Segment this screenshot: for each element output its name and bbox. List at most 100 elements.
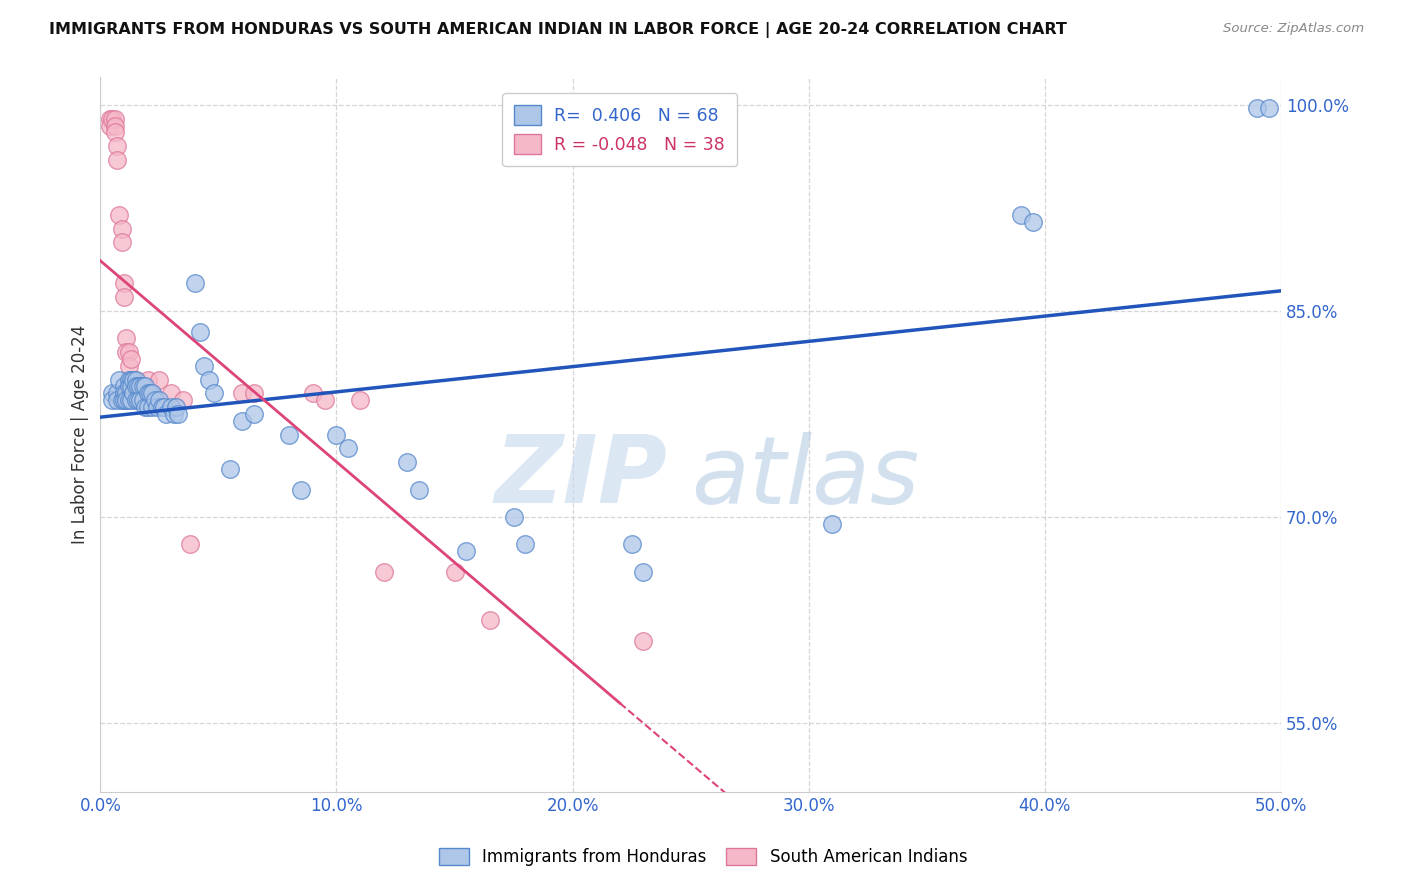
Point [139, 386, 162, 401]
Point [143, 393, 166, 408]
Point [456, 544, 478, 558]
Point [127, 393, 149, 408]
Point [314, 393, 336, 408]
Point [160, 386, 183, 401]
Point [101, 386, 124, 401]
Point [188, 325, 211, 339]
Point [118, 379, 141, 393]
Point [202, 386, 225, 401]
Point [110, 393, 132, 408]
Point [134, 379, 156, 393]
Point [125, 379, 148, 393]
Point [103, 119, 125, 133]
Point [179, 537, 201, 551]
Point [122, 386, 145, 401]
Legend: Immigrants from Honduras, South American Indians: Immigrants from Honduras, South American… [430, 840, 976, 875]
Point [148, 393, 170, 408]
Point [141, 386, 163, 401]
Point [112, 386, 135, 401]
Point [125, 373, 148, 387]
Point [98, 112, 121, 126]
Point [127, 379, 149, 393]
Point [129, 393, 152, 408]
Point [231, 386, 253, 401]
Point [278, 427, 301, 442]
Point [105, 386, 128, 401]
Point [821, 516, 844, 531]
Point [120, 373, 142, 387]
Point [633, 633, 655, 648]
Text: IMMIGRANTS FROM HONDURAS VS SOUTH AMERICAN INDIAN IN LABOR FORCE | AGE 20-24 COR: IMMIGRANTS FROM HONDURAS VS SOUTH AMERIC… [49, 22, 1067, 38]
Point [198, 373, 221, 387]
Point [302, 386, 325, 401]
Point [162, 407, 184, 421]
Point [101, 112, 124, 126]
Point [132, 379, 155, 393]
Point [118, 359, 141, 373]
Point [443, 565, 465, 579]
Text: Source: ZipAtlas.com: Source: ZipAtlas.com [1223, 22, 1364, 36]
Point [502, 510, 524, 524]
Point [105, 393, 128, 408]
Point [105, 153, 128, 167]
Point [125, 373, 148, 387]
Point [243, 407, 266, 421]
Point [219, 462, 242, 476]
Point [408, 483, 430, 497]
Point [325, 427, 347, 442]
Point [155, 407, 177, 421]
Point [337, 442, 360, 456]
Point [1258, 101, 1281, 115]
Point [165, 400, 187, 414]
Y-axis label: In Labor Force | Age 20-24: In Labor Force | Age 20-24 [72, 325, 89, 544]
Point [115, 345, 138, 359]
Point [125, 393, 148, 408]
Point [120, 379, 142, 393]
Point [373, 565, 395, 579]
Point [115, 393, 138, 408]
Point [290, 483, 312, 497]
Point [136, 373, 159, 387]
Point [349, 393, 371, 408]
Point [103, 112, 125, 126]
Point [184, 277, 207, 291]
Point [1010, 208, 1032, 222]
Point [112, 393, 135, 408]
Text: atlas: atlas [690, 432, 920, 523]
Point [120, 393, 142, 408]
Point [122, 373, 145, 387]
Point [193, 359, 215, 373]
Point [118, 393, 141, 408]
Legend: R=  0.406   N = 68, R = -0.048   N = 38: R= 0.406 N = 68, R = -0.048 N = 38 [502, 94, 737, 166]
Point [136, 400, 159, 414]
Point [167, 407, 190, 421]
Point [515, 537, 537, 551]
Point [120, 351, 142, 366]
Point [112, 379, 135, 393]
Point [108, 208, 131, 222]
Point [129, 386, 152, 401]
Point [478, 613, 501, 627]
Point [98, 119, 121, 133]
Point [103, 125, 125, 139]
Point [141, 386, 163, 401]
Point [115, 331, 138, 345]
Point [118, 373, 141, 387]
Point [146, 400, 169, 414]
Point [150, 400, 173, 414]
Point [108, 373, 131, 387]
Point [101, 393, 124, 408]
Point [105, 139, 128, 153]
Point [110, 221, 132, 235]
Point [1246, 101, 1268, 115]
Point [132, 386, 155, 401]
Point [396, 455, 419, 469]
Point [112, 290, 135, 304]
Point [115, 386, 138, 401]
Point [231, 414, 253, 428]
Point [127, 386, 149, 401]
Point [132, 393, 155, 408]
Point [153, 400, 176, 414]
Point [129, 379, 152, 393]
Point [122, 373, 145, 387]
